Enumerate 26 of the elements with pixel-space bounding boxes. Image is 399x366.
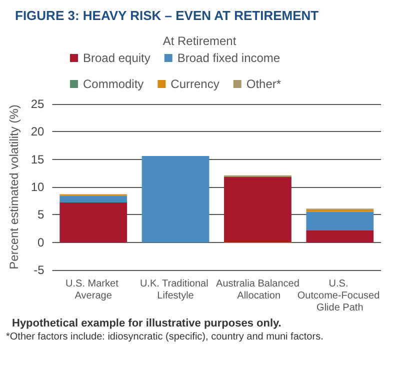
legend-label: Broad equity [83, 51, 150, 65]
y-tick-label: -5 [34, 263, 45, 277]
y-tick-label: 0 [38, 235, 45, 250]
x-tick-label: Australia Balanced Allocation [216, 278, 300, 302]
text: Hypothetical example for illustrative purposes only. [12, 318, 282, 330]
legend-label: Broad fixed income [177, 51, 280, 65]
text: *Other factors include: idiosyncratic (specific), country and muni factors. [6, 332, 324, 342]
y-tick-label: 15 [30, 152, 45, 166]
y-tick-label: 10 [30, 180, 45, 194]
legend-label: Currency [170, 77, 220, 91]
x-tick-label: U.K. Traditional Lifestyle [140, 278, 212, 302]
bar [306, 230, 374, 242]
y-tick-label: 25 [30, 97, 45, 111]
bar [60, 202, 128, 242]
y-tick-label: 5 [38, 208, 45, 222]
chart-title: FIGURE 3: HEAVY RISK – EVEN AT RETIREMENT [15, 8, 319, 23]
y-axis-title: Percent estimated volatility (%) [7, 104, 21, 270]
bar [224, 177, 292, 242]
bar [142, 156, 210, 242]
legend-label: Other* [246, 77, 282, 91]
x-tick-label: U.S. Market Average [66, 278, 122, 302]
y-tick-label: 20 [30, 124, 45, 139]
bar [306, 212, 374, 230]
bar [60, 196, 128, 202]
legend-label: Commodity [83, 77, 144, 91]
chart-subtitle: At Retirement [162, 34, 237, 48]
